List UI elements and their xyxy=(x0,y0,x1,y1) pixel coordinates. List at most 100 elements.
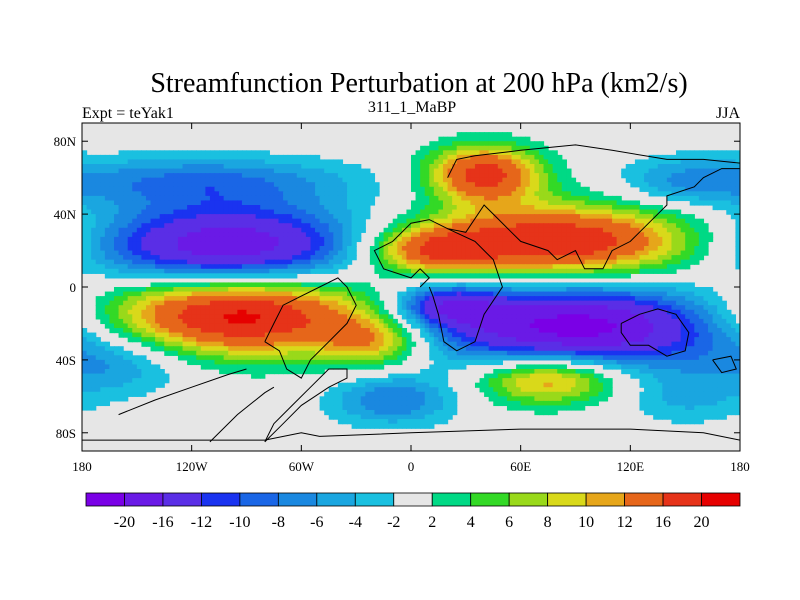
field-cell xyxy=(648,164,654,170)
field-cell xyxy=(113,268,120,274)
field-cell xyxy=(516,154,522,161)
field-cell xyxy=(196,177,202,183)
field-cell xyxy=(324,182,330,188)
field-cell xyxy=(150,236,156,243)
field-cell xyxy=(118,305,124,311)
field-cell xyxy=(269,205,275,211)
field-cell xyxy=(177,159,184,165)
field-cell xyxy=(369,173,376,179)
field-cell xyxy=(269,200,275,206)
field-cell xyxy=(506,200,513,206)
field-cell xyxy=(388,232,394,238)
field-cell xyxy=(411,296,417,302)
field-cell xyxy=(516,282,522,288)
field-cell xyxy=(529,159,535,165)
field-cell xyxy=(219,168,225,174)
field-cell xyxy=(301,300,307,306)
field-cell xyxy=(82,205,88,211)
field-cell xyxy=(525,205,531,211)
field-cell xyxy=(548,259,554,265)
field-cell xyxy=(328,209,334,215)
field-cell xyxy=(703,318,709,325)
field-cell xyxy=(676,164,682,170)
field-cell xyxy=(438,164,444,170)
field-cell xyxy=(552,227,558,233)
field-cell xyxy=(589,318,595,325)
field-cell xyxy=(315,218,321,224)
field-cell xyxy=(342,318,348,325)
field-cell xyxy=(86,227,92,233)
field-cell xyxy=(246,314,252,320)
field-cell xyxy=(484,236,490,243)
field-cell xyxy=(182,168,188,174)
field-cell xyxy=(479,141,485,147)
field-cell xyxy=(474,236,481,243)
field-cell xyxy=(666,296,673,302)
field-cell xyxy=(209,246,216,252)
field-cell xyxy=(497,173,503,179)
field-cell xyxy=(625,177,631,183)
field-cell xyxy=(269,314,275,320)
field-cell xyxy=(219,164,225,170)
field-cell xyxy=(342,177,348,183)
field-cell xyxy=(703,300,709,306)
field-cell xyxy=(132,300,138,306)
field-cell xyxy=(324,328,330,334)
field-cell xyxy=(287,259,293,265)
field-cell xyxy=(269,209,275,215)
field-cell xyxy=(447,205,453,211)
field-cell xyxy=(356,191,362,197)
field-cell xyxy=(305,218,312,224)
field-cell xyxy=(273,182,280,188)
field-cell xyxy=(593,259,599,265)
field-cell xyxy=(726,154,732,161)
field-cell xyxy=(123,159,129,165)
field-cell xyxy=(561,227,567,233)
field-cell xyxy=(113,191,120,197)
field-cell xyxy=(292,186,298,192)
field-cell xyxy=(155,159,161,165)
field-cell xyxy=(474,182,481,188)
field-cell xyxy=(287,328,293,334)
field-cell xyxy=(356,164,362,170)
field-cell xyxy=(319,177,325,183)
field-cell xyxy=(671,154,677,161)
field-cell xyxy=(525,264,531,270)
field-cell xyxy=(479,209,485,215)
field-cell xyxy=(516,141,522,147)
field-cell xyxy=(506,236,513,243)
field-cell xyxy=(708,173,714,179)
field-cell xyxy=(191,191,197,197)
field-cell xyxy=(493,205,499,211)
field-cell xyxy=(680,318,686,325)
field-cell xyxy=(173,200,179,206)
field-cell xyxy=(145,182,152,188)
field-cell xyxy=(520,273,526,279)
field-cell xyxy=(255,177,261,183)
field-cell xyxy=(292,287,298,293)
field-cell xyxy=(109,159,115,165)
field-cell xyxy=(630,218,636,224)
field-cell xyxy=(315,268,321,274)
field-cell xyxy=(269,328,275,334)
field-cell xyxy=(735,246,740,252)
field-cell xyxy=(666,300,673,306)
field-cell xyxy=(644,241,650,247)
field-cell xyxy=(241,159,248,165)
field-cell xyxy=(598,232,604,238)
field-cell xyxy=(666,241,673,247)
field-cell xyxy=(205,182,211,188)
field-cell xyxy=(228,177,234,183)
field-cell xyxy=(424,209,430,215)
field-cell xyxy=(347,318,353,325)
field-cell xyxy=(538,173,545,179)
field-cell xyxy=(689,296,695,302)
field-cell xyxy=(566,246,572,252)
field-cell xyxy=(644,214,650,220)
field-cell xyxy=(616,195,622,202)
field-cell xyxy=(100,191,106,197)
field-cell xyxy=(580,236,586,243)
field-cell xyxy=(689,241,695,247)
field-cell xyxy=(191,314,197,320)
field-cell xyxy=(365,205,371,211)
